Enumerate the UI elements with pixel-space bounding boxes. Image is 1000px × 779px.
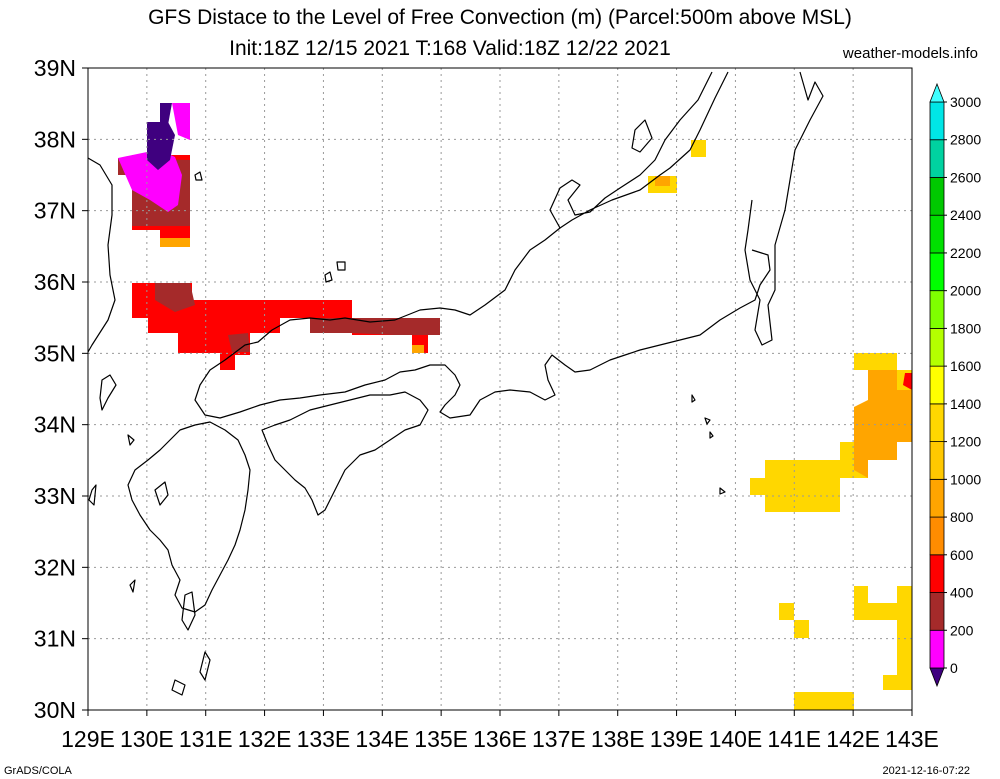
lon-label: 136E xyxy=(473,726,527,752)
coastline-sado xyxy=(631,119,653,153)
coastline-honshu xyxy=(549,71,729,229)
coastline-kyushu-islands xyxy=(129,481,211,696)
lat-label: 38N xyxy=(34,126,76,152)
field-patch xyxy=(691,140,706,157)
field-patch xyxy=(155,283,195,312)
coastline-layer xyxy=(87,71,824,696)
colorbar: 0 200 400 600 800 1000 1200 1400 1600 1800 2000 220… xyxy=(929,82,981,688)
coastline-oki-islands xyxy=(324,261,346,283)
chart-subtitle: Init:18Z 12/15 2021 T:168 Valid:18Z 12/2… xyxy=(229,37,671,60)
colorbar-label: 2800 xyxy=(950,132,981,148)
colorbar-min-arrow xyxy=(929,667,945,688)
colorbar-label: 1400 xyxy=(950,396,981,412)
field-patch xyxy=(172,103,190,140)
field-patch xyxy=(310,318,440,335)
site-credit: weather-models.info xyxy=(842,45,978,62)
field-patch xyxy=(854,586,912,690)
lon-label: 133E xyxy=(297,726,351,752)
colorbar-box xyxy=(929,327,945,367)
coastline-shikoku xyxy=(261,391,429,516)
field-patch xyxy=(228,333,250,352)
lon-label: 143E xyxy=(885,726,939,752)
lat-label: 33N xyxy=(34,483,76,509)
colorbar-label: 400 xyxy=(950,585,974,601)
lat-label: 32N xyxy=(34,554,76,580)
lon-label: 139E xyxy=(650,726,704,752)
lon-label: 130E xyxy=(120,726,174,752)
colorbar-label: 1600 xyxy=(950,358,981,374)
lfc-field-layer xyxy=(118,103,912,710)
colorbar-box xyxy=(929,478,945,518)
field-patch xyxy=(160,103,172,125)
colorbar-box xyxy=(929,177,945,216)
colorbar-label: 3000 xyxy=(950,94,981,110)
lat-label: 35N xyxy=(34,340,76,366)
lat-label: 34N xyxy=(34,412,76,438)
colorbar-label: 800 xyxy=(950,509,974,525)
lat-label: 31N xyxy=(34,626,76,652)
lon-label: 138E xyxy=(591,726,645,752)
longitude-labels: 129E 130E 131E 132E 133E 134E 135E 136E 137E 138E… xyxy=(61,710,939,752)
colorbar-label: 2400 xyxy=(950,207,981,223)
colorbar-label: 1000 xyxy=(950,471,981,487)
field-patch xyxy=(412,345,424,353)
field-patch xyxy=(147,122,175,170)
colorbar-label: 2200 xyxy=(950,245,981,261)
field-patch xyxy=(903,373,912,390)
field-patch xyxy=(655,176,670,186)
colorbar-max-arrow xyxy=(929,82,945,103)
lon-label: 129E xyxy=(61,726,115,752)
colorbar-box xyxy=(929,629,945,669)
field-patch xyxy=(794,620,809,638)
coastline-korea xyxy=(87,157,116,353)
lat-label: 36N xyxy=(34,269,76,295)
coastline-tsushima xyxy=(194,171,203,181)
coastline-east-honshu xyxy=(194,227,771,419)
coastline-kyushu xyxy=(127,421,251,613)
colorbar-box xyxy=(929,290,945,329)
field-patch xyxy=(132,283,440,370)
field-patch xyxy=(118,150,182,212)
lon-label: 137E xyxy=(532,726,586,752)
field-patch xyxy=(779,603,794,620)
colorbar-box xyxy=(929,516,945,556)
chart-title: GFS Distace to the Level of Free Convect… xyxy=(148,6,852,29)
colorbar-box xyxy=(929,101,945,141)
field-patch xyxy=(160,238,190,247)
colorbar-box xyxy=(929,441,945,480)
lat-label: 30N xyxy=(34,697,76,723)
lat-label: 37N xyxy=(34,198,76,224)
field-patch xyxy=(854,370,912,478)
lon-label: 134E xyxy=(355,726,409,752)
colorbar-box xyxy=(929,554,945,593)
colorbar-label: 1200 xyxy=(950,434,981,450)
footer-software: GrADS/COLA xyxy=(4,765,72,777)
coastline-izu-islands xyxy=(691,394,726,495)
field-patch xyxy=(794,692,854,710)
latitude-labels: 30N 31N 32N 33N 34N 35N 36N 37N 38N 39N xyxy=(34,55,88,723)
lat-label: 39N xyxy=(34,55,76,81)
colorbar-label: 1800 xyxy=(950,320,981,336)
colorbar-label: 200 xyxy=(950,622,974,638)
colorbar-box xyxy=(929,214,945,254)
footer-timestamp: 2021-12-16-07:22 xyxy=(882,765,970,777)
lon-label: 141E xyxy=(767,726,821,752)
lon-label: 135E xyxy=(414,726,468,752)
colorbar-label: 600 xyxy=(950,547,974,563)
colorbar-box xyxy=(929,252,945,292)
colorbar-label: 2000 xyxy=(950,283,981,299)
lon-label: 132E xyxy=(238,726,292,752)
colorbar-box xyxy=(929,139,945,178)
lon-label: 131E xyxy=(179,726,233,752)
colorbar-box xyxy=(929,403,945,443)
colorbar-box xyxy=(929,592,945,631)
lon-label: 140E xyxy=(709,726,763,752)
colorbar-label: 0 xyxy=(950,660,958,676)
colorbar-label: 2600 xyxy=(950,169,981,185)
colorbar-box xyxy=(929,365,945,405)
coastline-hokkaido xyxy=(744,71,824,346)
lon-label: 142E xyxy=(826,726,880,752)
coastline-korea-islands xyxy=(88,374,135,506)
